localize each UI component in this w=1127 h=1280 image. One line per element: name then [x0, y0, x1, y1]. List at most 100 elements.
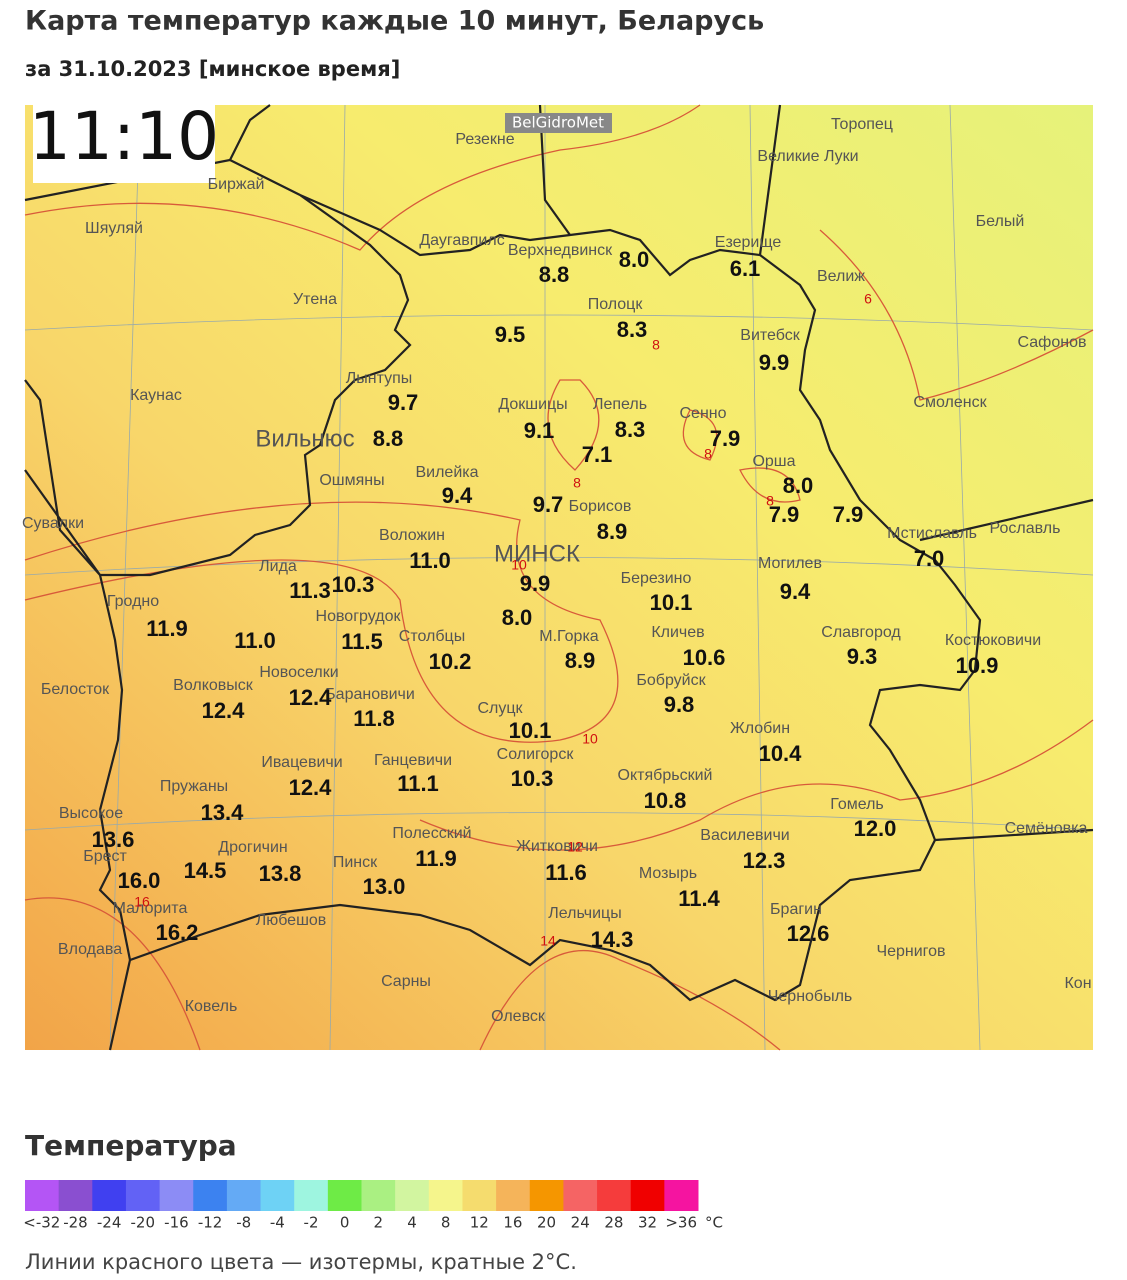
- temperature-reading: 10.1: [509, 718, 552, 743]
- isotherm-lines: [24, 104, 1094, 1051]
- place-name: Полесский: [392, 825, 471, 842]
- place-name: Лынтупы: [346, 370, 413, 387]
- temperature-reading: 9.8: [664, 692, 695, 717]
- place-name: Кличев: [651, 624, 704, 641]
- place-name: Велиж: [817, 268, 865, 285]
- legend-swatch: [496, 1180, 531, 1211]
- legend-label: 24: [571, 1214, 590, 1232]
- temperature-reading: 13.0: [363, 874, 406, 899]
- isotherm-label: 8: [652, 337, 660, 353]
- temperature-reading: 13.4: [201, 800, 245, 825]
- isotherm-label: 8: [704, 446, 712, 462]
- place-name: Брест: [83, 848, 127, 865]
- legend-swatch: [462, 1180, 497, 1211]
- temperature-reading: 7.9: [710, 426, 741, 451]
- temperature-reading: 9.7: [388, 390, 419, 415]
- place-name: Гродно: [107, 593, 159, 610]
- isotherm-label: 10: [511, 557, 527, 573]
- legend-swatch: [58, 1180, 93, 1211]
- temperature-reading: 10.4: [759, 741, 803, 766]
- temperature-reading: 8.3: [617, 317, 648, 342]
- place-name: Чернигов: [876, 943, 945, 960]
- temperature-reading: 12.4: [289, 685, 333, 710]
- legend-swatch: [294, 1180, 329, 1211]
- temperature-reading: 8.0: [502, 605, 533, 630]
- place-name: Влодава: [58, 941, 122, 958]
- place-name: Костюковичи: [945, 632, 1041, 649]
- legend-label: -24: [97, 1214, 122, 1232]
- temperature-reading: 8.0: [783, 473, 814, 498]
- legend-swatch: [193, 1180, 228, 1211]
- place-name: Житковичи: [516, 838, 598, 855]
- temperature-reading: 10.3: [511, 766, 554, 791]
- legend-swatch: [630, 1180, 665, 1211]
- page-title: Карта температур каждые 10 минут, Белару…: [25, 6, 764, 37]
- place-name: Чернобыль: [768, 988, 853, 1005]
- isotherm-label: 14: [540, 933, 556, 949]
- temperature-reading: 10.6: [683, 645, 726, 670]
- place-name: Борисов: [569, 498, 632, 515]
- temperature-reading: 9.9: [520, 571, 551, 596]
- isotherm-label: 12: [567, 839, 583, 855]
- temperature-reading: 11.5: [341, 629, 383, 654]
- place-name: Кон: [1064, 975, 1091, 992]
- legend-swatch: [159, 1180, 194, 1211]
- temperature-reading: 13.6: [92, 827, 135, 852]
- legend-label: -8: [236, 1214, 251, 1232]
- temperature-reading: 12.3: [743, 848, 786, 873]
- place-name: М.Горка: [539, 628, 599, 645]
- legend-swatch: [226, 1180, 262, 1211]
- time-box: [33, 105, 215, 183]
- map: 11:10 BelGidroMet: [24, 98, 1094, 1051]
- temperature-reading: 9.4: [780, 579, 811, 604]
- map-background: [25, 105, 1093, 1050]
- place-name: Каунас: [130, 387, 182, 404]
- place-name: Воложин: [379, 527, 445, 544]
- temperature-reading: 7.9: [833, 502, 864, 527]
- legend-swatch: [664, 1180, 699, 1211]
- isotherm-label: 16: [134, 894, 150, 910]
- temperature-reading: 9.7: [533, 492, 564, 517]
- legend-label: >36: [665, 1214, 697, 1232]
- temperature-reading: 9.3: [847, 644, 878, 669]
- place-name: Лельчицы: [548, 905, 621, 922]
- legend-label: 4: [407, 1214, 417, 1232]
- temperature-reading: 6.1: [730, 256, 761, 281]
- temperature-reading: 10.8: [644, 788, 687, 813]
- temperature-reading: 16.0: [118, 868, 161, 893]
- temperature-reading: 10.9: [956, 653, 999, 678]
- place-name: Новогрудок: [316, 608, 402, 625]
- place-name: Ганцевичи: [374, 752, 452, 769]
- legend-label: -16: [164, 1214, 189, 1232]
- temperature-reading: 11.4: [678, 886, 720, 911]
- temperature-reading: 11.3: [289, 578, 331, 603]
- place-name: Рославль: [990, 520, 1061, 537]
- place-name: Лепель: [593, 396, 647, 413]
- temperature-reading: 8.0: [619, 247, 650, 272]
- place-name: Даугавпилс: [419, 232, 504, 249]
- place-name: Вилейка: [415, 464, 478, 481]
- temperature-reading: 14.5: [184, 858, 227, 883]
- time: 11:10: [29, 98, 219, 175]
- legend-swatch: [428, 1180, 463, 1211]
- legend-swatch: [260, 1180, 295, 1211]
- place-name: Верхнедвинск: [508, 242, 613, 259]
- place-name: Жлобин: [730, 720, 790, 737]
- legend-label: 20: [537, 1214, 556, 1232]
- temperature-reading: 11.6: [545, 860, 587, 885]
- place-name: Сенно: [679, 405, 726, 422]
- isotherm-label: 8: [766, 493, 774, 509]
- legend-label: 8: [441, 1214, 451, 1232]
- place-name: Брагин: [770, 901, 822, 918]
- place-name: Гомель: [830, 796, 884, 813]
- temperature-reading: 11.9: [415, 846, 457, 871]
- place-name: Могилев: [758, 555, 822, 572]
- borders: [24, 104, 1094, 1051]
- legend-label: 28: [604, 1214, 623, 1232]
- temperature-reading: 12.6: [787, 921, 830, 946]
- temperature-reading: 7.1: [582, 442, 613, 467]
- temperature-reading: 16.2: [156, 920, 199, 945]
- legend-swatch: [361, 1180, 396, 1211]
- place-name: Ковель: [185, 998, 238, 1015]
